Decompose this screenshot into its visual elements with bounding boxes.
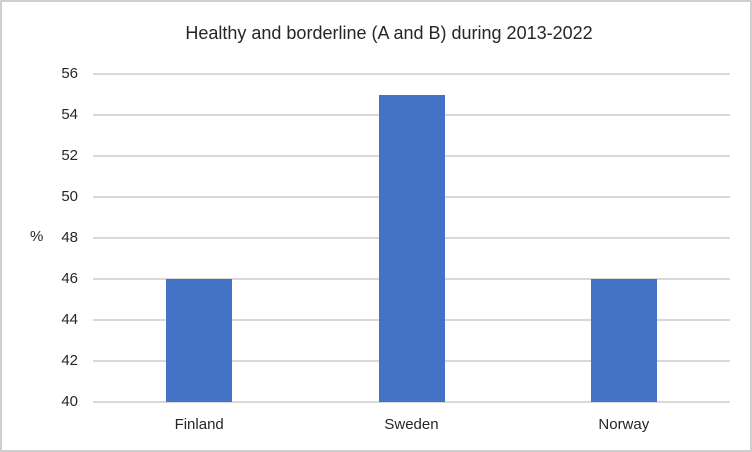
y-tick-label: 44 [61, 311, 78, 328]
plot-area [93, 73, 730, 404]
x-category-label: Norway [598, 416, 650, 433]
gridline [93, 73, 730, 75]
x-category-label: Finland [174, 416, 224, 433]
y-axis-label: % [30, 228, 44, 245]
y-tick-label: 46 [61, 270, 78, 287]
y-tick-label: 40 [61, 393, 78, 410]
y-tick-label: 48 [61, 229, 78, 246]
y-tick-label: 42 [61, 352, 78, 369]
x-axis-line [93, 401, 730, 404]
y-tick-label: 56 [61, 65, 78, 82]
bar-finland [166, 279, 233, 402]
y-tick-label: 52 [61, 147, 78, 164]
y-tick-label: 54 [61, 106, 78, 123]
chart-title: Healthy and borderline (A and B) during … [185, 23, 593, 43]
x-category-label: Sweden [384, 416, 439, 433]
y-tick-label: 50 [61, 188, 78, 205]
bar-sweden [378, 94, 445, 402]
bar-norway [590, 279, 657, 402]
